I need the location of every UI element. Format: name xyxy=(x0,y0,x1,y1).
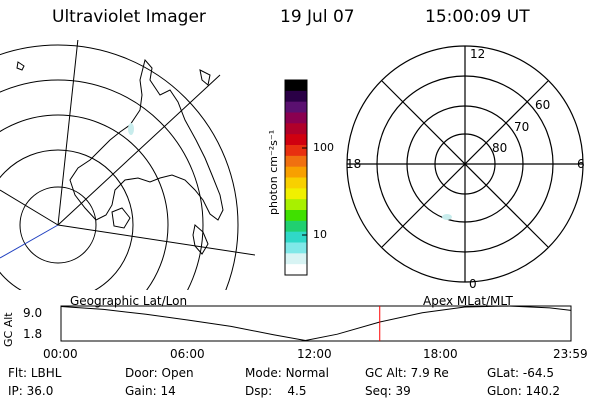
meridian-line xyxy=(57,74,221,226)
coastline-island xyxy=(199,69,211,86)
xtick-label: 06:00 xyxy=(170,347,205,361)
coastline-island xyxy=(192,224,209,255)
info-gc-alt: GC Alt: 7.9 Re xyxy=(365,366,449,380)
altitude-series-line xyxy=(60,305,572,342)
altitude-ylabel: GC Alt xyxy=(2,312,15,347)
geographic-map xyxy=(0,40,255,290)
latitude-circle xyxy=(0,149,134,290)
colorbar-band xyxy=(285,90,307,103)
mlt-label-0: 0 xyxy=(469,277,477,291)
altitude-chart-frame xyxy=(60,305,572,342)
geographic-label: Geographic Lat/Lon xyxy=(70,294,188,308)
mlt-label-12: 12 xyxy=(470,47,486,61)
info-glat: GLat: -64.5 xyxy=(487,366,554,380)
mlt-label-18: 18 xyxy=(346,157,362,171)
instrument-title: Ultraviolet Imager xyxy=(52,7,206,27)
xtick-label: 23:59 xyxy=(553,347,588,361)
colorbar-frame xyxy=(284,79,308,276)
colorbar: photon cm⁻²s⁻¹ xyxy=(267,79,308,276)
colorbar-band xyxy=(285,80,307,92)
meridian-line xyxy=(57,224,255,256)
colorbar-band xyxy=(285,112,307,124)
ytick-label: 1.8 xyxy=(23,327,43,341)
colorbar-band xyxy=(285,188,307,200)
colorbar-band xyxy=(285,123,307,135)
polar-axis xyxy=(381,80,549,248)
apex-label: Apex MLat/MLT xyxy=(423,294,513,308)
latitude-circle xyxy=(19,186,97,264)
latitude-circle xyxy=(0,79,204,290)
latitude-circle xyxy=(0,44,239,290)
info-gain: Gain: 14 xyxy=(125,384,176,398)
latitude-circle xyxy=(0,114,169,290)
xtick-label: 12:00 xyxy=(297,347,332,361)
coastline-australia xyxy=(69,58,224,221)
colorbar-band xyxy=(285,199,307,211)
aurora-blob xyxy=(128,123,134,135)
colorbar-band xyxy=(285,264,307,276)
xtick-label: 18:00 xyxy=(423,347,458,361)
colorbar-band xyxy=(285,231,307,243)
info-seq: Seq: 39 xyxy=(365,384,411,398)
colorbar-gradient xyxy=(285,80,307,276)
colorbar-band xyxy=(285,177,307,189)
colorbar-band xyxy=(285,253,307,265)
colorbar-band xyxy=(285,166,307,178)
altitude-chart xyxy=(60,305,572,342)
info-dsp: Dsp: 4.5 xyxy=(245,384,307,398)
colorbar-band xyxy=(285,134,307,146)
lat-label-70: 70 xyxy=(514,120,530,134)
coastline-tasmania xyxy=(111,207,131,229)
info-ip: IP: 36.0 xyxy=(8,384,54,398)
meridian-line xyxy=(57,40,79,226)
polar-plot xyxy=(346,45,584,283)
date-label: 19 Jul 07 xyxy=(280,7,355,27)
colorbar-band xyxy=(285,220,307,233)
aurora-blob xyxy=(442,214,452,220)
colorbar-band xyxy=(285,210,307,222)
ytick-label: 9.0 xyxy=(23,306,43,320)
colorbar-band xyxy=(285,155,307,168)
colorbar-tick-label: 10 xyxy=(313,228,327,241)
time-label: 15:00:09 UT xyxy=(425,7,530,27)
mlt-label-6: 6 xyxy=(577,157,585,171)
colorbar-tick-label: 100 xyxy=(313,141,334,154)
meridian-line xyxy=(0,189,59,226)
coastline-island xyxy=(16,61,25,71)
info-door: Door: Open xyxy=(125,366,194,380)
info-flt: Flt: LBHL xyxy=(8,366,62,380)
colorbar-unit-label: photon cm⁻²s⁻¹ xyxy=(267,130,280,215)
lat-label-60: 60 xyxy=(535,98,551,112)
colorbar-band xyxy=(285,145,307,157)
meridian-line xyxy=(0,224,59,259)
lat-label-80: 80 xyxy=(492,141,508,155)
colorbar-band xyxy=(285,242,307,254)
info-glon: GLon: 140.2 xyxy=(487,384,560,398)
colorbar-band xyxy=(285,101,307,113)
xtick-label: 00:00 xyxy=(43,347,78,361)
info-mode: Mode: Normal xyxy=(245,366,329,380)
